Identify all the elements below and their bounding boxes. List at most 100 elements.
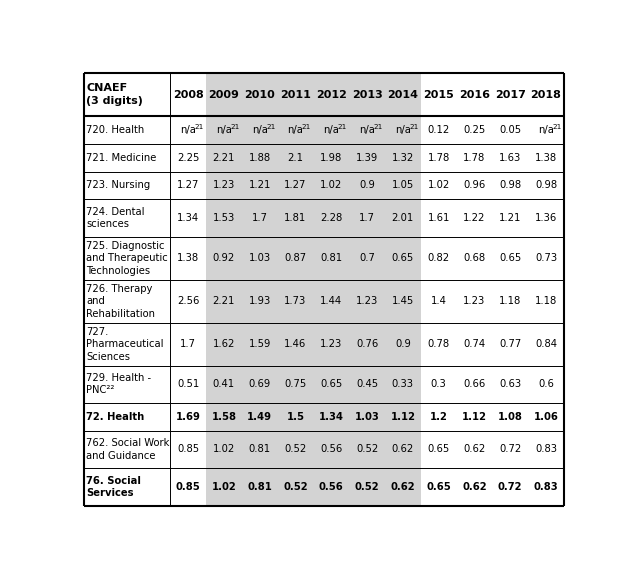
Text: 1.69: 1.69 — [176, 412, 200, 422]
Text: 0.84: 0.84 — [535, 339, 557, 349]
Text: n/a: n/a — [538, 125, 554, 135]
Text: 727.
Pharmaceutical
Sciences: 727. Pharmaceutical Sciences — [87, 327, 164, 362]
Text: 0.3: 0.3 — [431, 379, 447, 389]
Bar — [349, 73, 385, 505]
Text: 0.62: 0.62 — [392, 445, 414, 454]
Text: 0.05: 0.05 — [499, 125, 521, 135]
Text: 2.56: 2.56 — [177, 296, 199, 306]
Text: 0.74: 0.74 — [463, 339, 485, 349]
Text: 0.62: 0.62 — [463, 445, 485, 454]
Text: 1.34: 1.34 — [319, 412, 344, 422]
Text: 72. Health: 72. Health — [87, 412, 145, 422]
Text: 0.51: 0.51 — [177, 379, 199, 389]
Text: 21: 21 — [266, 124, 276, 130]
Text: 1.73: 1.73 — [284, 296, 307, 306]
Text: 0.62: 0.62 — [462, 482, 487, 492]
Text: 0.85: 0.85 — [177, 445, 199, 454]
Text: 0.75: 0.75 — [284, 379, 307, 389]
Text: 0.7: 0.7 — [359, 253, 375, 263]
Text: n/a: n/a — [395, 125, 411, 135]
Text: 720. Health: 720. Health — [87, 125, 145, 135]
Text: 1.63: 1.63 — [499, 153, 521, 163]
Text: 729. Health -
PNC²²: 729. Health - PNC²² — [87, 373, 152, 395]
Text: n/a: n/a — [324, 125, 339, 135]
Text: 2009: 2009 — [209, 89, 240, 100]
Text: 2.01: 2.01 — [392, 213, 414, 223]
Text: 1.78: 1.78 — [463, 153, 485, 163]
Text: 0.52: 0.52 — [355, 482, 379, 492]
Text: 2017: 2017 — [495, 89, 526, 100]
Text: 1.36: 1.36 — [535, 213, 557, 223]
Text: 1.59: 1.59 — [248, 339, 271, 349]
Text: 21: 21 — [552, 124, 562, 130]
Text: 0.85: 0.85 — [176, 482, 200, 492]
Text: 1.98: 1.98 — [320, 153, 343, 163]
Text: 1.12: 1.12 — [462, 412, 487, 422]
Bar — [206, 73, 242, 505]
Text: 1.32: 1.32 — [392, 153, 414, 163]
Text: 2010: 2010 — [245, 89, 275, 100]
Text: 0.52: 0.52 — [284, 445, 307, 454]
Text: 1.02: 1.02 — [212, 482, 236, 492]
Text: 762. Social Work
and Guidance: 762. Social Work and Guidance — [87, 438, 170, 461]
Text: 21: 21 — [374, 124, 382, 130]
Text: 0.56: 0.56 — [319, 482, 344, 492]
Text: 0.96: 0.96 — [463, 180, 485, 190]
Text: 1.93: 1.93 — [248, 296, 271, 306]
Text: 0.45: 0.45 — [356, 379, 378, 389]
Text: 1.18: 1.18 — [535, 296, 557, 306]
Text: 1.27: 1.27 — [284, 180, 307, 190]
Text: 2.21: 2.21 — [213, 296, 235, 306]
Text: 0.81: 0.81 — [320, 253, 343, 263]
Text: 1.21: 1.21 — [248, 180, 271, 190]
Text: 0.63: 0.63 — [499, 379, 521, 389]
Text: 0.77: 0.77 — [499, 339, 521, 349]
Text: 0.56: 0.56 — [320, 445, 343, 454]
Text: n/a: n/a — [288, 125, 303, 135]
Text: 0.98: 0.98 — [499, 180, 521, 190]
Bar — [385, 73, 421, 505]
Text: 1.53: 1.53 — [213, 213, 235, 223]
Text: 0.73: 0.73 — [535, 253, 557, 263]
Text: 0.82: 0.82 — [428, 253, 450, 263]
Text: 21: 21 — [195, 124, 204, 130]
Text: 1.21: 1.21 — [499, 213, 521, 223]
Text: 0.65: 0.65 — [426, 482, 451, 492]
Text: 0.62: 0.62 — [391, 482, 415, 492]
Text: 1.03: 1.03 — [248, 253, 270, 263]
Text: 725. Diagnostic
and Therapeutic
Technologies: 725. Diagnostic and Therapeutic Technolo… — [87, 241, 168, 276]
Text: 1.18: 1.18 — [499, 296, 521, 306]
Text: 0.65: 0.65 — [392, 253, 414, 263]
Text: 0.78: 0.78 — [428, 339, 450, 349]
Text: 0.33: 0.33 — [392, 379, 414, 389]
Text: 1.22: 1.22 — [463, 213, 485, 223]
Text: 1.38: 1.38 — [177, 253, 199, 263]
Text: 0.83: 0.83 — [533, 482, 558, 492]
Text: 21: 21 — [230, 124, 240, 130]
Text: 1.62: 1.62 — [213, 339, 235, 349]
Text: 2008: 2008 — [173, 89, 204, 100]
Text: 0.25: 0.25 — [463, 125, 485, 135]
Text: 1.23: 1.23 — [213, 180, 235, 190]
Text: 1.27: 1.27 — [177, 180, 199, 190]
Text: 1.78: 1.78 — [427, 153, 450, 163]
Text: 2015: 2015 — [423, 89, 454, 100]
Text: 0.65: 0.65 — [499, 253, 521, 263]
Text: n/a: n/a — [252, 125, 267, 135]
Text: 2.28: 2.28 — [320, 213, 343, 223]
Text: 2016: 2016 — [459, 89, 490, 100]
Text: 0.6: 0.6 — [538, 379, 554, 389]
Text: 0.9: 0.9 — [395, 339, 411, 349]
Text: 1.39: 1.39 — [356, 153, 378, 163]
Text: 1.49: 1.49 — [247, 412, 272, 422]
Text: 1.44: 1.44 — [320, 296, 343, 306]
Text: 723. Nursing: 723. Nursing — [87, 180, 150, 190]
Text: 0.12: 0.12 — [427, 125, 450, 135]
Bar — [313, 73, 349, 505]
Text: 0.52: 0.52 — [356, 445, 378, 454]
Text: 1.02: 1.02 — [320, 180, 343, 190]
Text: 1.23: 1.23 — [463, 296, 485, 306]
Text: 2013: 2013 — [351, 89, 382, 100]
Text: 1.38: 1.38 — [535, 153, 557, 163]
Text: 1.45: 1.45 — [392, 296, 414, 306]
